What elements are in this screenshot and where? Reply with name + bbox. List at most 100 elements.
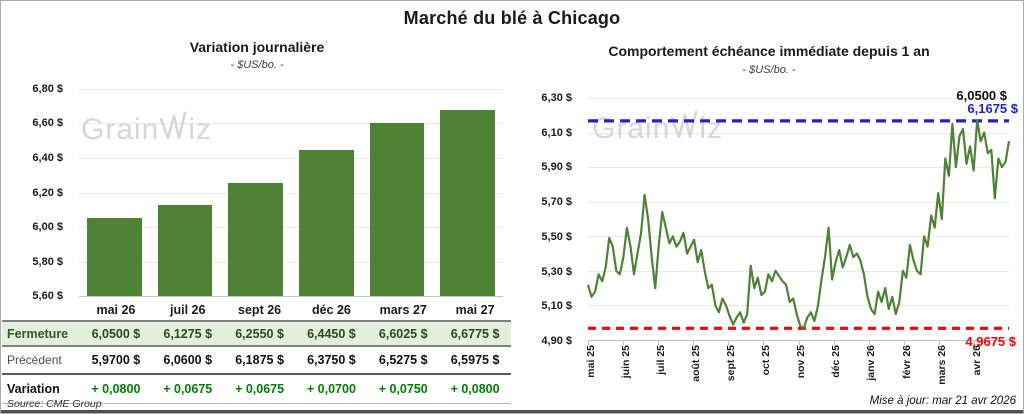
watermark-text-prefix: Grain [592, 112, 671, 145]
table-value-cell: 6,2550 $ [235, 326, 284, 341]
table-value-cell: + 0,0675 [163, 382, 213, 396]
month-column-header: juil 26 [170, 303, 206, 317]
watermark-zigzag-icon [671, 110, 698, 139]
y-axis-tick-label: 5,90 $ [541, 161, 572, 174]
bar-chart-title: Variation journalière [189, 39, 325, 55]
updated-note: Mise à jour: mar 21 avr 2026 [869, 395, 1016, 407]
gridline [588, 201, 1009, 203]
x-axis-tick [833, 341, 835, 345]
table-value-cell: 6,1875 $ [235, 353, 284, 367]
x-axis-tick-label: sept 25 [725, 345, 738, 382]
gridline [588, 340, 1009, 341]
y-axis-tick-label: 6,00 $ [32, 220, 63, 233]
table-value-cell: + 0,0800 [450, 382, 500, 396]
x-axis-tick-label: mars 26 [935, 345, 948, 385]
x-axis-tick [868, 341, 870, 345]
bar-slot [362, 89, 433, 296]
y-axis-tick-label: 6,30 $ [541, 92, 572, 104]
table-value-cell: + 0,0750 [378, 382, 428, 396]
bar-slot [291, 89, 362, 296]
y-axis-tick-label: 6,80 $ [32, 83, 63, 95]
table-row: Fermeture 6,0500 $ 6,1275 $ 6,2550 $ 6,4450 … [2, 320, 511, 347]
price-bar [157, 205, 213, 296]
bar-chart-plot: Grain iz [79, 89, 503, 297]
price-bar [228, 183, 283, 296]
line-chart-title: Comportement échéance immédiate depuis 1… [608, 43, 930, 59]
table-value-cell: 6,0600 $ [163, 353, 213, 367]
futures-table: mai 26 juil 26 sept 26 déc 26 mars 27 mai 27 F… [2, 300, 511, 404]
bar-chart-y-axis: 6,80 $ 6,60 $ 6,40 $ 6,20 $ 6,00 $ 5,80 $ 5,60… [1, 83, 71, 302]
x-axis-tick-label: févr 26 [900, 345, 913, 379]
x-axis-tick-label: août 25 [690, 345, 703, 382]
y-axis-tick-label: 5,10 $ [541, 300, 572, 313]
gridline [79, 226, 503, 228]
month-column-header: mai 27 [455, 303, 495, 317]
line-chart-x-axis: mai 25 juin 25 juil 25 août 25 sept 25 oct 25… [584, 345, 1009, 397]
gridline [588, 305, 1009, 307]
table-header-row: mai 26 juil 26 sept 26 déc 26 mars 27 mai 27 [2, 300, 511, 320]
watermark-text-suffix: iz [188, 113, 213, 146]
gridline [588, 98, 1009, 99]
source-note: Source: CME Group [7, 398, 102, 410]
table-value-cell: 6,5975 $ [450, 353, 500, 367]
table-value-cell: + 0,0675 [235, 382, 285, 396]
table-value-cell: + 0,0700 [306, 382, 356, 396]
grainwiz-watermark: Grain iz [81, 111, 212, 149]
row-label: Précédent [7, 353, 62, 367]
price-bar [299, 150, 354, 296]
x-axis-tick [693, 341, 695, 345]
bar-slot [432, 89, 503, 296]
line-chart-x-ticks [588, 340, 1010, 345]
year-low-label: 4,9675 $ [965, 334, 1016, 349]
x-axis-tick [588, 341, 589, 345]
price-line-chart [586, 119, 1011, 330]
x-axis-tick-label: juil 25 [654, 345, 667, 375]
y-axis-tick-label: 5,50 $ [541, 230, 572, 243]
y-axis-tick-label: 5,30 $ [541, 265, 572, 278]
gridline [588, 270, 1009, 272]
month-column-header: mars 27 [379, 303, 427, 317]
bar-chart-subtitle: - $US/bo. - [230, 59, 284, 71]
table-value-cell: 6,5275 $ [378, 353, 428, 367]
x-axis-tick [1009, 341, 1010, 345]
price-series-line [586, 119, 1011, 330]
table-value-cell: 6,3750 $ [307, 353, 356, 367]
gridline [79, 123, 503, 125]
y-axis-tick-label: 6,10 $ [541, 126, 572, 139]
x-axis-tick [938, 341, 940, 345]
month-column-header: sept 26 [238, 303, 282, 317]
table-value-cell: 6,6775 $ [450, 326, 500, 341]
table-value-cell: 5,9700 $ [91, 353, 141, 367]
x-axis-tick [658, 341, 660, 345]
bar-slot [220, 89, 291, 296]
x-axis-tick [903, 341, 905, 345]
gridline [588, 236, 1009, 238]
watermark-text-prefix: Grain [81, 113, 160, 146]
x-axis-tick-label: mai 25 [584, 345, 597, 378]
gridline [79, 261, 503, 263]
watermark-zigzag-icon [160, 111, 187, 140]
page-title: Marché du blé à Chicago [403, 8, 621, 28]
table-row: Précédent 5,9700 $ 6,0600 $ 6,1875 $ 6,3750 … [2, 347, 511, 375]
price-bar [369, 123, 425, 296]
y-axis-tick-label: 5,60 $ [32, 290, 63, 302]
front-month-panel: Comportement échéance immédiate depuis 1… [513, 1, 1023, 413]
bar-slot [150, 89, 221, 296]
table-value-cell: + 0,0800 [91, 382, 141, 396]
price-bar [87, 218, 142, 296]
month-column-header: déc 26 [311, 303, 351, 317]
y-axis-tick-label: 6,40 $ [32, 151, 63, 164]
x-axis-tick [763, 341, 765, 345]
x-axis-tick-label: janv 26 [865, 345, 878, 381]
price-bar [440, 110, 495, 296]
gridline [79, 89, 503, 90]
bar-chart-bars [79, 89, 503, 296]
x-axis-tick [798, 341, 800, 345]
line-chart-y-axis: 6,30 $ 6,10 $ 5,90 $ 5,70 $ 5,50 $ 5,30 $ 5,10… [513, 92, 580, 347]
gridline [588, 132, 1009, 134]
x-axis-tick-label: oct 25 [760, 345, 773, 376]
x-axis-tick-label: déc 25 [830, 345, 843, 378]
x-axis-tick [973, 341, 975, 345]
row-label: Fermeture [7, 326, 69, 341]
gridline [79, 296, 503, 297]
